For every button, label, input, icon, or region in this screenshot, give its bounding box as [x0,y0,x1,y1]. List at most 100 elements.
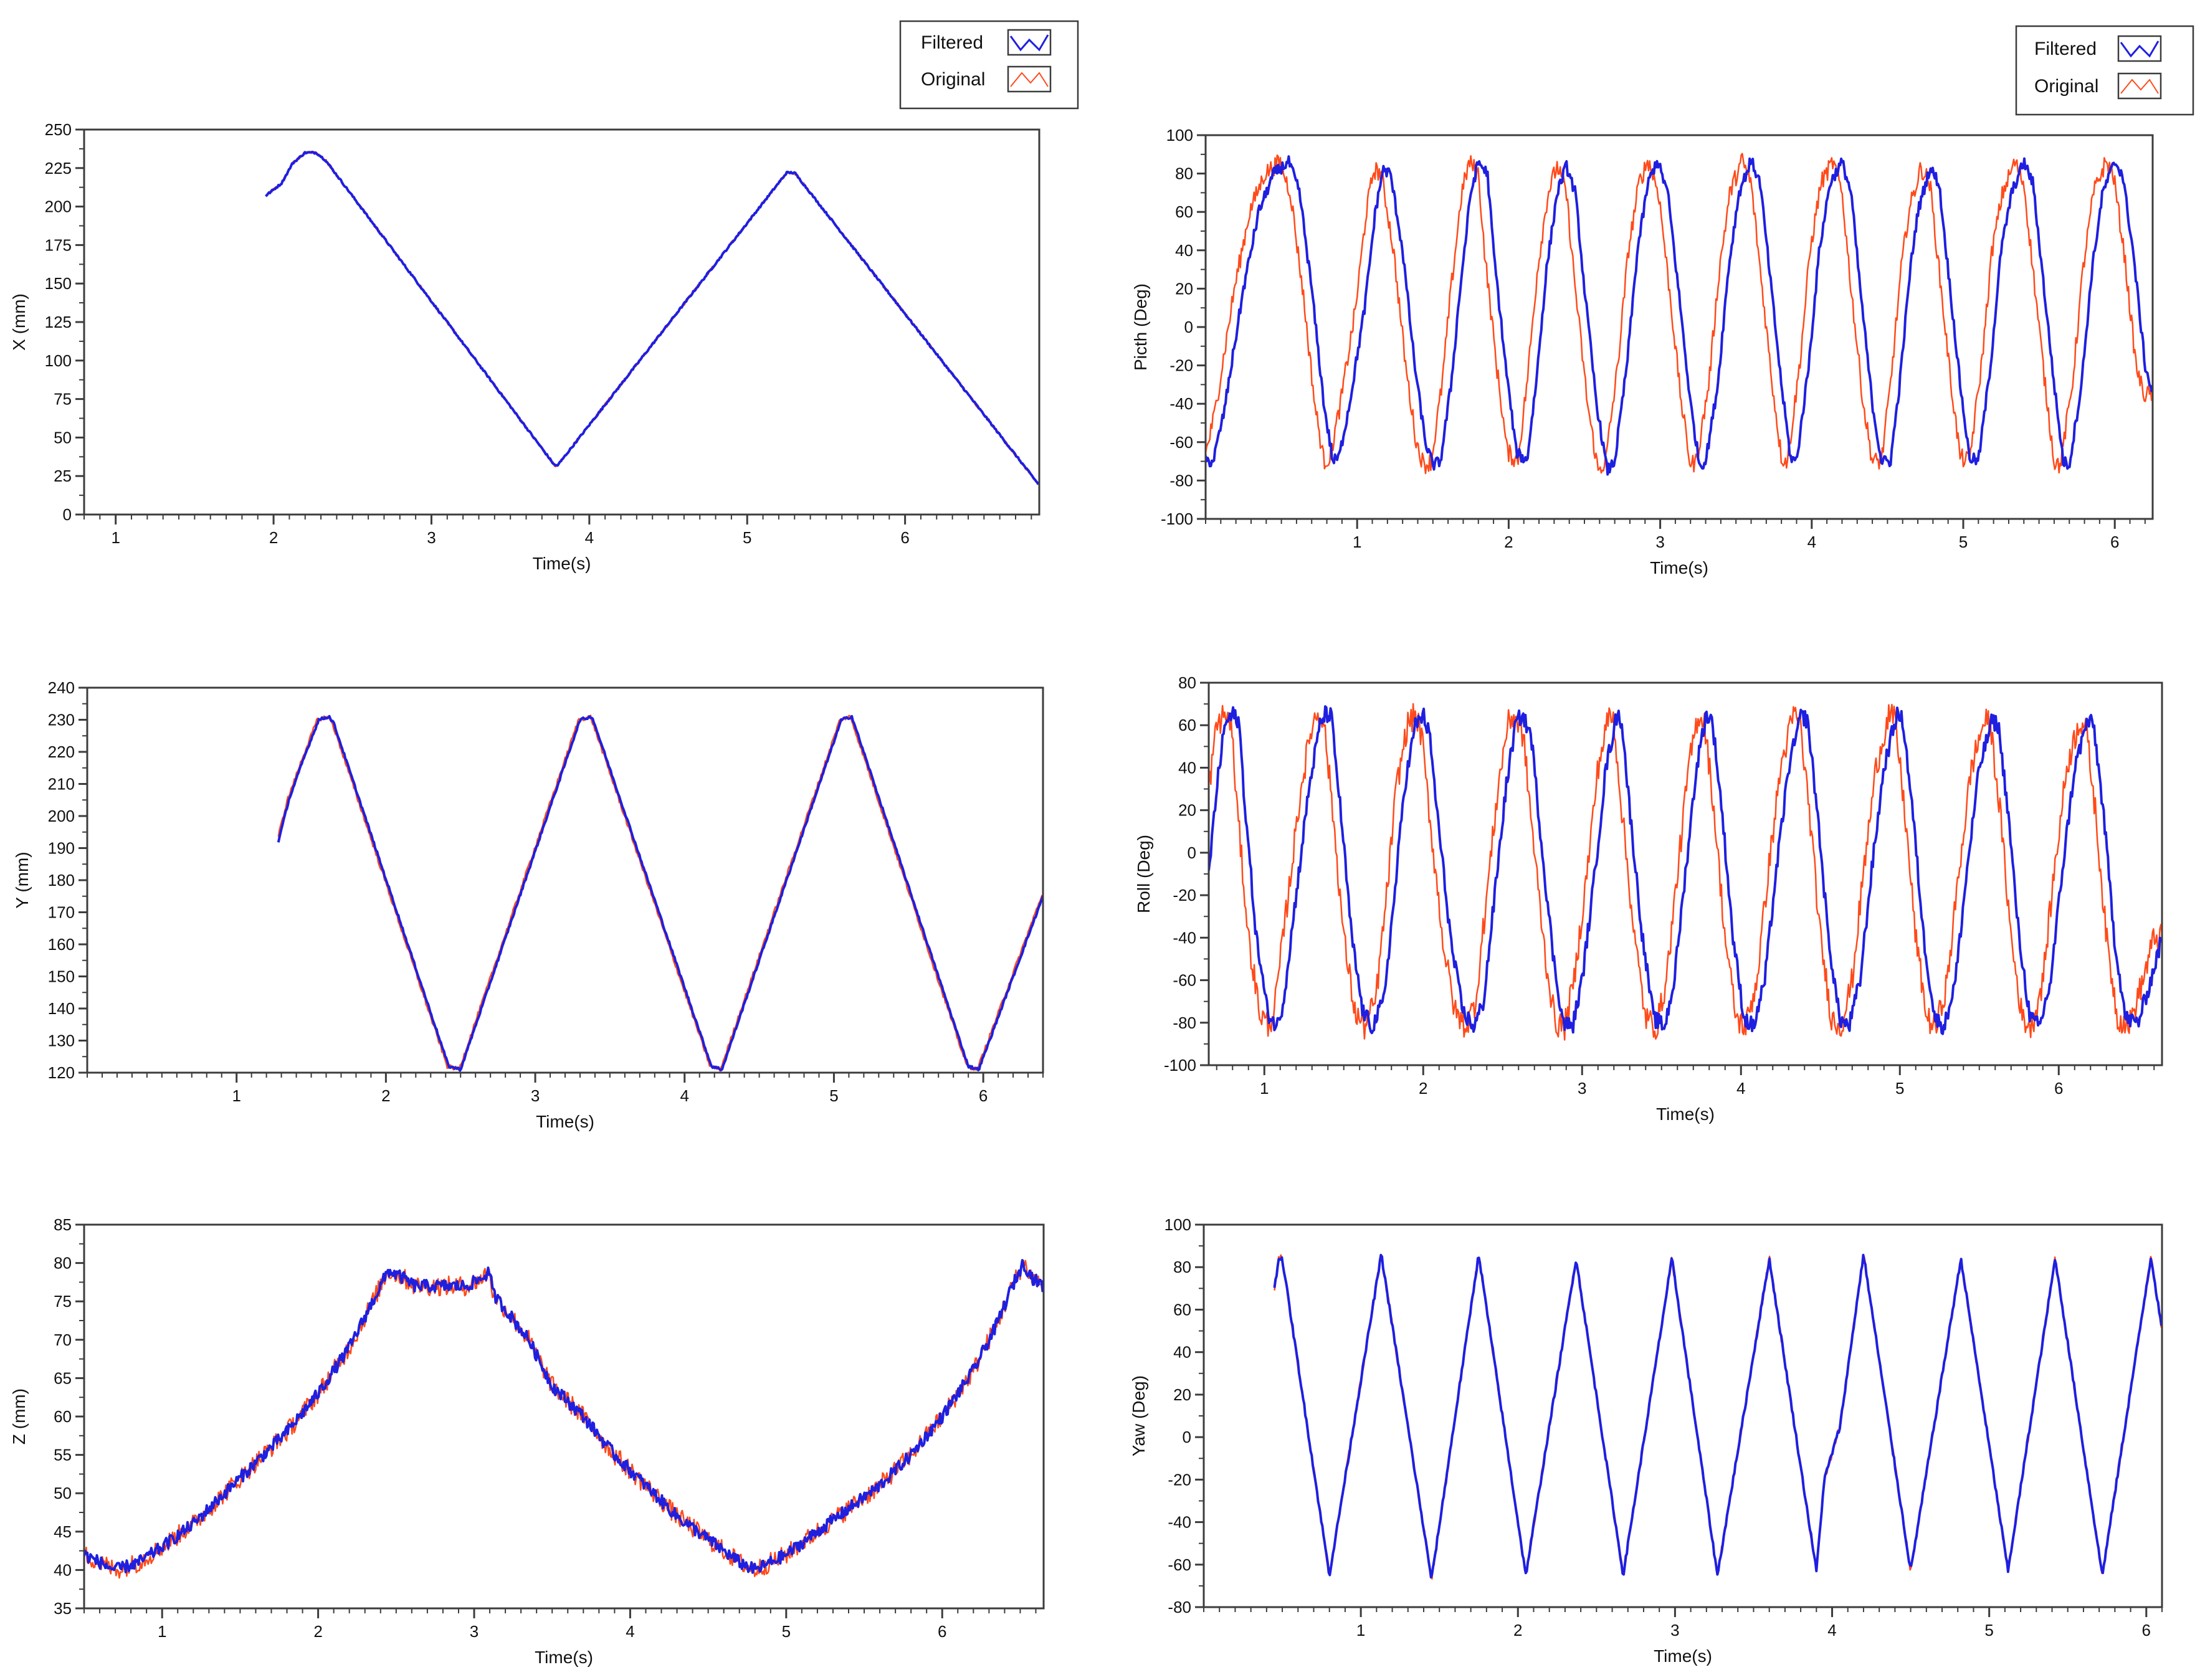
series-filtered-line-yaw [1273,1253,2161,1578]
y-tick-label-roll: -40 [1173,928,1196,947]
x-tick-label-z: 2 [313,1622,322,1641]
y-tick-label-pitch: 80 [1175,164,1193,183]
y-tick-label-y: 150 [48,967,75,986]
y-tick-label-y: 190 [48,839,75,858]
legend-right-label-filtered: Filtered [2034,39,2097,59]
x-tick-label-z: 3 [470,1622,479,1641]
x-tick-label-pitch: 1 [1353,533,1361,551]
y-tick-label-y: 140 [48,999,75,1018]
x-tick-label-x: 5 [743,528,751,547]
y-tick-label-z: 70 [54,1331,72,1349]
y-tick-label-pitch: 20 [1175,279,1193,298]
x-tick-label-x: 2 [269,528,278,547]
plot-area-z [83,1223,1045,1610]
y-tick-label-roll: 0 [1188,843,1196,862]
y-tick-label-x: 175 [45,235,72,254]
x-tick-label-y: 3 [531,1086,540,1105]
y-axis-title-x: X (mm) [9,293,29,351]
x-tick-label-yaw: 3 [1670,1621,1679,1640]
x-axis-title-roll: Time(s) [1656,1104,1715,1124]
y-tick-label-roll: 80 [1178,673,1196,692]
y-tick-label-y: 170 [48,903,75,922]
y-tick-label-z: 40 [54,1560,72,1579]
y-tick-label-yaw: 80 [1173,1258,1191,1276]
y-tick-label-z: 55 [54,1446,72,1464]
legend-right-original-line-icon [2120,78,2159,94]
y-tick-label-x: 200 [45,197,72,216]
x-axis-title-z: Time(s) [535,1648,593,1667]
y-tick-label-yaw: 60 [1173,1300,1191,1319]
y-tick-label-yaw: -80 [1168,1598,1191,1616]
legend-right-filtered-line-icon [2120,40,2160,58]
legend-left-filtered-line-icon [1009,34,1049,52]
chart-pitch: 1 2 3 4 5 6 -100 -80 -60 -40 -20 0 20 40 60 80 100 Time(s… [1131,126,2154,577]
y-tick-label-x: 125 [45,313,72,331]
y-tick-label-y: 180 [48,871,75,890]
y-tick-label-z: 80 [54,1254,72,1273]
legend-left: Filtered Original [899,20,1079,110]
y-tick-label-pitch: -80 [1169,471,1193,490]
x-tick-label-y: 5 [829,1086,838,1105]
x-tick-label-roll: 5 [1895,1079,1904,1098]
x-tick-label-roll: 2 [1419,1079,1427,1098]
series-filtered-line-z [85,1259,1043,1574]
y-tick-label-y: 160 [48,935,75,954]
legend-right-box [2015,25,2194,116]
x-tick-label-y: 2 [381,1086,390,1105]
x-tick-label-y: 1 [232,1086,241,1105]
y-axis-title-pitch: Picth (Deg) [1131,283,1150,371]
legend-right-label-original: Original [2034,76,2098,97]
y-tick-label-x: 25 [54,467,72,485]
series-filtered-line-roll [1209,705,2161,1035]
x-tick-label-yaw: 6 [2142,1621,2151,1640]
x-tick-label-yaw: 1 [1356,1621,1365,1640]
y-tick-label-x: 50 [54,428,72,447]
x-tick-label-pitch: 2 [1504,533,1513,551]
x-axis-title-pitch: Time(s) [1650,558,1708,577]
y-tick-label-z: 85 [54,1215,72,1234]
y-axis-title-yaw: Yaw (Deg) [1129,1375,1148,1456]
plot-area-x [83,128,1041,516]
y-tick-label-x: 75 [54,390,72,409]
y-tick-label-z: 75 [54,1292,72,1311]
y-tick-label-yaw: -40 [1168,1513,1191,1532]
x-tick-label-pitch: 5 [1959,533,1968,551]
y-tick-label-pitch: -40 [1169,394,1193,413]
y-tick-label-pitch: 100 [1166,126,1193,145]
x-tick-label-z: 6 [938,1622,946,1641]
y-axis-title-z: Z (mm) [9,1388,29,1445]
series-filtered-line-x [265,150,1039,485]
y-tick-label-pitch: -20 [1169,356,1193,375]
y-tick-label-yaw: -20 [1168,1470,1191,1489]
y-tick-label-z: 35 [54,1599,72,1618]
x-tick-label-yaw: 2 [1513,1621,1522,1640]
x-tick-label-z: 5 [782,1622,791,1641]
y-axis-title-roll: Roll (Deg) [1134,835,1153,913]
y-tick-label-y: 220 [48,743,75,761]
y-tick-label-z: 60 [54,1407,72,1426]
y-tick-label-roll: -80 [1173,1013,1196,1032]
y-tick-label-z: 50 [54,1484,72,1502]
legend-left-label-original: Original [921,69,985,90]
series-filtered-line-y [277,714,1042,1072]
chart-yaw: 1 2 3 4 5 6 -80 -60 -40 -20 0 20 40 60 80 100 Time(s) Yaw… [1129,1215,2163,1666]
y-tick-label-pitch: 60 [1175,202,1193,221]
x-tick-label-pitch: 3 [1655,533,1664,551]
y-tick-label-pitch: -60 [1169,433,1193,452]
y-axis-title-y: Y (mm) [12,852,32,908]
y-tick-label-y: 230 [48,711,75,729]
x-tick-label-roll: 6 [2054,1079,2063,1098]
y-tick-label-roll: -60 [1173,971,1196,990]
legend-left-label-filtered: Filtered [921,32,983,53]
x-tick-label-yaw: 5 [1984,1621,1993,1640]
chart-y-position: 1 2 3 4 5 6 120 130 140 150 160 170 180 190 200 210 220 2… [12,678,1044,1131]
y-tick-label-z: 65 [54,1369,72,1387]
y-tick-label-roll: -20 [1173,886,1196,904]
series-filtered-line-pitch [1206,155,2152,476]
legend-right-swatch-original [2117,72,2162,100]
y-tick-label-roll: 60 [1178,716,1196,734]
legend-left-swatch-original [1007,65,1052,93]
y-tick-label-y: 210 [48,775,75,794]
y-tick-label-y: 200 [48,807,75,825]
